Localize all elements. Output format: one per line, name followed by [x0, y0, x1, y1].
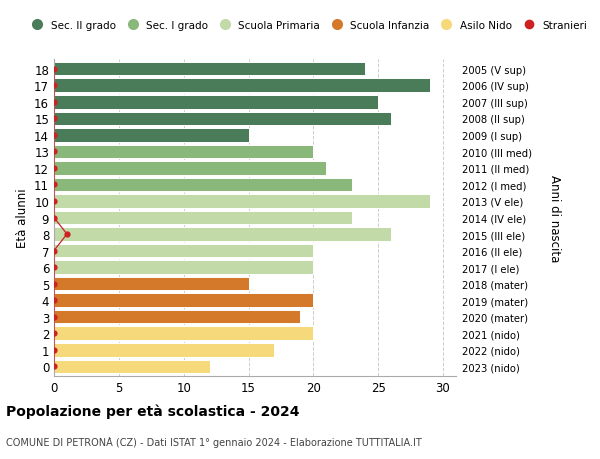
Bar: [54, 96, 378, 109]
Bar: [54, 162, 326, 175]
Bar: [54, 244, 313, 258]
Bar: [54, 277, 248, 291]
Bar: [54, 360, 209, 373]
Bar: [54, 112, 391, 126]
Bar: [54, 261, 313, 274]
Bar: [54, 343, 274, 357]
Bar: [54, 195, 430, 208]
Y-axis label: Età alunni: Età alunni: [16, 188, 29, 248]
Bar: [54, 310, 301, 324]
Bar: [54, 63, 365, 76]
Y-axis label: Anni di nascita: Anni di nascita: [548, 174, 561, 262]
Bar: [54, 228, 391, 241]
Text: COMUNE DI PETRONÀ (CZ) - Dati ISTAT 1° gennaio 2024 - Elaborazione TUTTITALIA.I: COMUNE DI PETRONÀ (CZ) - Dati ISTAT 1° …: [6, 436, 422, 447]
Text: Popolazione per età scolastica - 2024: Popolazione per età scolastica - 2024: [6, 404, 299, 419]
Bar: [54, 129, 248, 142]
Legend: Sec. II grado, Sec. I grado, Scuola Primaria, Scuola Infanzia, Asilo Nido, Stran: Sec. II grado, Sec. I grado, Scuola Prim…: [27, 21, 587, 30]
Bar: [54, 211, 352, 225]
Bar: [54, 178, 352, 192]
Bar: [54, 294, 313, 307]
Bar: [54, 146, 313, 159]
Bar: [54, 327, 313, 340]
Bar: [54, 79, 430, 93]
